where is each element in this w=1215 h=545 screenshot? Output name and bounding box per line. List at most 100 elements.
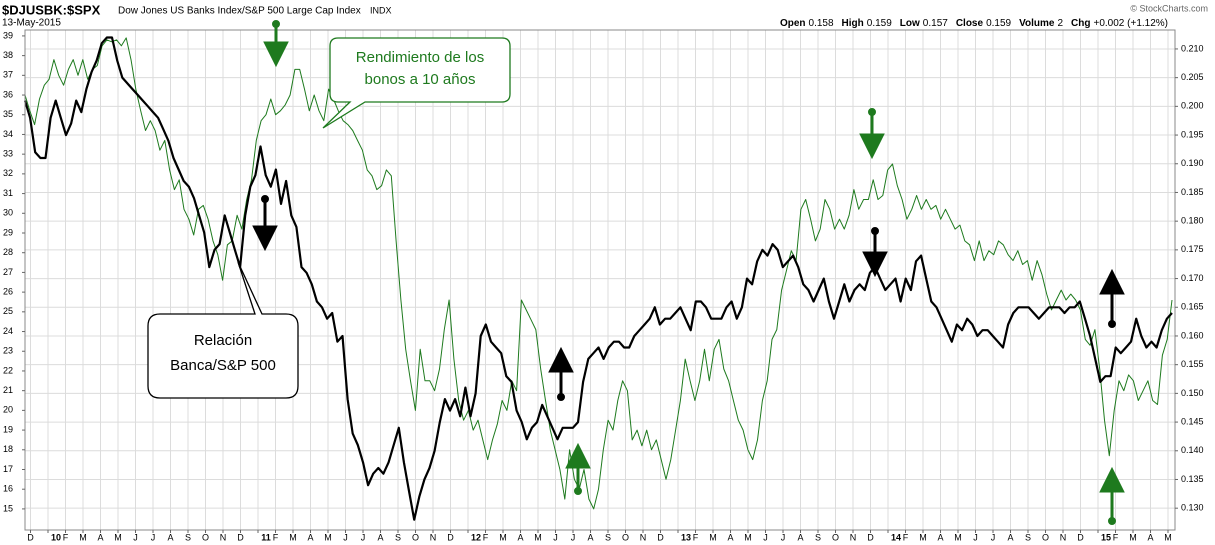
- y-tick-label: 32: [3, 168, 13, 178]
- y2-tick-label: 0.135: [1181, 474, 1204, 484]
- x-tick-label: D: [867, 532, 874, 542]
- grid: [25, 30, 1175, 530]
- y-tick-label: 24: [3, 326, 13, 336]
- y2-tick-label: 0.150: [1181, 388, 1204, 398]
- y2-tick-label: 0.190: [1181, 158, 1204, 168]
- y-tick-label: 35: [3, 109, 13, 119]
- quote-value: 0.157: [923, 18, 948, 29]
- y-tick-label: 37: [3, 70, 13, 80]
- y-tick-label: 15: [3, 503, 13, 513]
- x-tick-label: N: [1060, 532, 1067, 542]
- x-tick-label: M: [289, 532, 297, 542]
- y-tick-label: 20: [3, 405, 13, 415]
- y-tick-label: 22: [3, 365, 13, 375]
- arrow-green-up: [1099, 466, 1125, 525]
- y-tick-label: 21: [3, 385, 13, 395]
- y2-tick-label: 0.195: [1181, 129, 1204, 139]
- x-tick-label: J: [571, 532, 576, 542]
- x-tick-label: O: [1042, 532, 1049, 542]
- x-tick-label: N: [850, 532, 857, 542]
- y-tick-label: 16: [3, 484, 13, 494]
- y2-tick-label: 0.205: [1181, 72, 1204, 82]
- quote-value: 2: [1057, 18, 1063, 29]
- x-tick-label: A: [797, 532, 803, 542]
- x-tick-label: A: [517, 532, 523, 542]
- x-tick-label: N: [640, 532, 647, 542]
- x-tick-label: 14: [891, 532, 901, 542]
- y-tick-label: 34: [3, 129, 13, 139]
- x-tick-label: A: [377, 532, 383, 542]
- plot-frame: [24, 29, 1176, 531]
- y-tick-label: 39: [3, 30, 13, 40]
- x-tick-label: S: [605, 532, 611, 542]
- y-tick-label: 28: [3, 247, 13, 257]
- x-tick-label: 11: [261, 532, 271, 542]
- copyright: © StockCharts.com: [1130, 3, 1208, 13]
- y2-tick-label: 0.210: [1181, 43, 1204, 53]
- x-tick-label: M: [79, 532, 87, 542]
- x-tick-label: J: [781, 532, 786, 542]
- arrow-black-down: [252, 195, 278, 252]
- y2-tick-label: 0.140: [1181, 445, 1204, 455]
- arrow-green-down: [859, 108, 885, 160]
- date: 13-May-2015: [2, 18, 61, 29]
- x-tick-label: O: [832, 532, 839, 542]
- quote-label: Low: [900, 18, 920, 29]
- arrows: [252, 20, 1125, 525]
- x-tick-label: S: [1025, 532, 1031, 542]
- quote-value: 0.158: [809, 18, 834, 29]
- quote: Open 0.158 High 0.159 Low 0.157 Close 0.159 Volu…: [780, 18, 1168, 29]
- y2-tick-label: 0.155: [1181, 359, 1204, 369]
- y-tick-label: 33: [3, 149, 13, 159]
- x-tick-label: O: [412, 532, 419, 542]
- x-tick-label: D: [447, 532, 454, 542]
- series-line: [23, 36, 1173, 521]
- x-tick-label: N: [430, 532, 437, 542]
- x-tick-label: S: [815, 532, 821, 542]
- y2-tick-label: 0.165: [1181, 302, 1204, 312]
- y-tick-label: 36: [3, 89, 13, 99]
- quote-label: High: [842, 18, 864, 29]
- annotations: Rendimiento de los bonos a 10 años Relac…: [147, 37, 511, 399]
- quote-label: Chg: [1071, 18, 1090, 29]
- arrow-green-up: [565, 442, 591, 495]
- x-tick-label: J: [151, 532, 156, 542]
- x-tick-label: A: [97, 532, 103, 542]
- arrow-black-down: [862, 227, 888, 278]
- x-tick-label: F: [693, 532, 699, 542]
- y2-tick-label: 0.130: [1181, 503, 1204, 513]
- x-tick-label: A: [937, 532, 943, 542]
- x-tick-label: D: [657, 532, 664, 542]
- y-tick-label: 18: [3, 444, 13, 454]
- x-tick-label: N: [220, 532, 227, 542]
- x-tick-label: S: [185, 532, 191, 542]
- callout-ratio: [147, 261, 299, 399]
- x-tick-label: M: [919, 532, 927, 542]
- y-tick-label: 25: [3, 306, 13, 316]
- x-tick-label: F: [483, 532, 489, 542]
- x-tick-label: M: [114, 532, 122, 542]
- x-tick-label: M: [709, 532, 717, 542]
- x-tick-label: F: [903, 532, 909, 542]
- arrow-green-down: [263, 20, 289, 68]
- x-tick-label: M: [1129, 532, 1137, 542]
- x-tick-label: A: [307, 532, 313, 542]
- x-tick-label: M: [499, 532, 507, 542]
- y2-tick-label: 0.200: [1181, 101, 1204, 111]
- exchange: INDX: [370, 5, 392, 15]
- y2-tick-label: 0.175: [1181, 244, 1204, 254]
- arrow-black-up: [1099, 268, 1125, 328]
- y-tick-label: 27: [3, 267, 13, 277]
- annotation: Banca/S&P 500: [170, 357, 276, 374]
- x-tick-label: M: [744, 532, 752, 542]
- x-tick-label: J: [763, 532, 768, 542]
- x-tick-label: M: [954, 532, 962, 542]
- y2-tick-label: 0.160: [1181, 330, 1204, 340]
- y-tick-label: 30: [3, 208, 13, 218]
- lines: [23, 36, 1173, 521]
- x-tick-label: S: [395, 532, 401, 542]
- x-tick-label: M: [1164, 532, 1172, 542]
- quote-value: 0.159: [986, 18, 1011, 29]
- y2-tick-label: 0.170: [1181, 273, 1204, 283]
